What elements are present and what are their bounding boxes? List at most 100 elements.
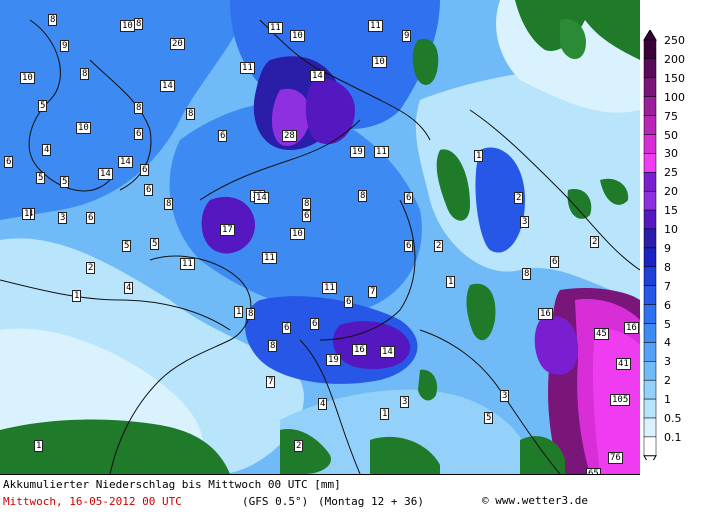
- legend-level-label: 7: [664, 279, 671, 293]
- precip-value-label: 8: [358, 190, 368, 202]
- legend-level-label: 75: [664, 109, 678, 123]
- precip-value-label: 4: [42, 144, 52, 156]
- precip-value-label: 5: [38, 100, 48, 112]
- precip-value-label: 8: [164, 198, 174, 210]
- precip-value-label: 8: [302, 198, 312, 210]
- precip-value-label: 3: [400, 396, 410, 408]
- land-mask-hungary: [466, 283, 496, 341]
- precip-value-label: 6: [218, 130, 228, 142]
- land-mask-east-2: [600, 178, 629, 205]
- land-mask-adriatic: [418, 369, 438, 401]
- legend-swatch: [643, 77, 657, 97]
- legend-swatch: [643, 342, 657, 362]
- precip-value-label: 3: [520, 216, 530, 228]
- precip-value-label: 10: [120, 20, 135, 32]
- legend-level-label: 50: [664, 128, 678, 142]
- legend-bar: [643, 29, 657, 467]
- precip-value-label: 1: [234, 306, 244, 318]
- precip-value-label: 2: [294, 440, 304, 452]
- precip-value-label: 10: [372, 56, 387, 68]
- legend-swatch: [643, 323, 657, 343]
- precip-value-label: 5: [122, 240, 132, 252]
- precip-value-label: 5: [484, 412, 494, 424]
- legend-level-label: 2: [664, 374, 671, 388]
- precip-value-label: 2: [590, 236, 600, 248]
- precip-value-label: 6: [140, 164, 150, 176]
- land-mask-ne-2: [560, 19, 586, 60]
- color-legend: [640, 29, 704, 467]
- precip-value-label: 14: [380, 346, 395, 358]
- precip-value-label: 3: [58, 212, 68, 224]
- legend-arrow-bottom: [643, 455, 657, 467]
- legend-level-label: 5: [664, 317, 671, 331]
- map-title: Akkumulierter Niederschlag bis Mittwoch …: [3, 478, 341, 491]
- precip-value-label: 14: [310, 70, 325, 82]
- land-mask-central-1: [436, 149, 470, 221]
- land-mask-s3: [520, 436, 565, 474]
- precip-value-label: 6: [550, 256, 560, 268]
- run-label: (Montag 12 + 36): [318, 495, 424, 508]
- legend-level-label: 25: [664, 166, 678, 180]
- precip-value-label: 5: [36, 172, 46, 184]
- legend-level-label: 200: [664, 52, 685, 66]
- legend-swatch: [643, 153, 657, 173]
- legend-level-label: 6: [664, 298, 671, 312]
- land-mask-denmark: [412, 38, 439, 85]
- legend-swatch: [643, 379, 657, 400]
- precip-value-label: 8: [246, 308, 256, 320]
- legend-level-label: 0.1: [664, 430, 682, 444]
- precip-value-label: 9: [402, 30, 412, 42]
- precip-value-label: 6: [144, 184, 154, 196]
- legend-swatch: [643, 304, 657, 324]
- land-mask-east-1: [567, 189, 592, 219]
- precip-value-label: 2: [434, 240, 444, 252]
- precip-value-label: 10: [290, 228, 305, 240]
- legend-swatch: [643, 285, 657, 305]
- map-footer: Akkumulierter Niederschlag bis Mittwoch …: [0, 474, 640, 514]
- precip-value-label: 11: [262, 252, 277, 264]
- precip-field-east-band: [475, 147, 525, 253]
- precip-value-label: 6: [4, 156, 14, 168]
- precip-value-label: 8: [48, 14, 58, 26]
- precip-value-label: 1: [34, 440, 44, 452]
- precip-value-label: 19: [326, 354, 341, 366]
- precip-value-label: 6: [404, 240, 414, 252]
- legend-level-label: 10: [664, 223, 678, 236]
- precip-value-label: 16: [538, 308, 553, 320]
- precip-field-core-baltic: [305, 79, 355, 145]
- precip-value-label: 105: [610, 394, 631, 406]
- legend-swatch: [643, 247, 657, 268]
- precip-value-label: 11: [240, 62, 255, 74]
- precip-value-label: 10: [290, 30, 305, 42]
- precip-value-label: 8: [186, 108, 196, 120]
- precip-value-label: 2: [86, 262, 96, 274]
- precip-value-label: 41: [616, 358, 631, 370]
- precip-value-label: 6: [134, 128, 144, 140]
- land-mask-sw: [0, 419, 230, 474]
- model-label: (GFS 0.5°): [242, 495, 309, 508]
- precip-value-label: 6: [282, 322, 292, 334]
- precip-value-label: 1: [474, 150, 484, 162]
- land-mask-s1: [280, 429, 331, 474]
- legend-level-label: 8: [664, 260, 671, 274]
- legend-swatch: [643, 398, 657, 419]
- precip-value-label: 19: [350, 146, 365, 158]
- land-mask-s2: [370, 436, 440, 474]
- valid-time: Mittwoch, 16-05-2012 00 UTC: [3, 495, 182, 508]
- precip-value-label: 1: [446, 276, 456, 288]
- copyright-link[interactable]: © www.wetter3.de: [482, 494, 588, 507]
- legend-level-label: 20: [664, 185, 678, 199]
- legend-swatch: [643, 266, 657, 286]
- precip-value-label: 7: [368, 286, 378, 298]
- precip-value-label: 8: [522, 268, 532, 280]
- precip-field-light-east: [415, 67, 640, 300]
- precip-value-label: 5: [60, 176, 70, 188]
- legend-level-label: 15: [664, 204, 678, 218]
- legend-level-label: 250: [664, 34, 685, 47]
- precip-value-label: 7: [266, 376, 276, 388]
- legend-swatch: [643, 361, 657, 381]
- legend-swatch: [643, 58, 657, 79]
- precip-value-label: 11: [180, 258, 195, 270]
- legend-swatch: [643, 39, 657, 60]
- precip-value-label: 2: [514, 192, 524, 204]
